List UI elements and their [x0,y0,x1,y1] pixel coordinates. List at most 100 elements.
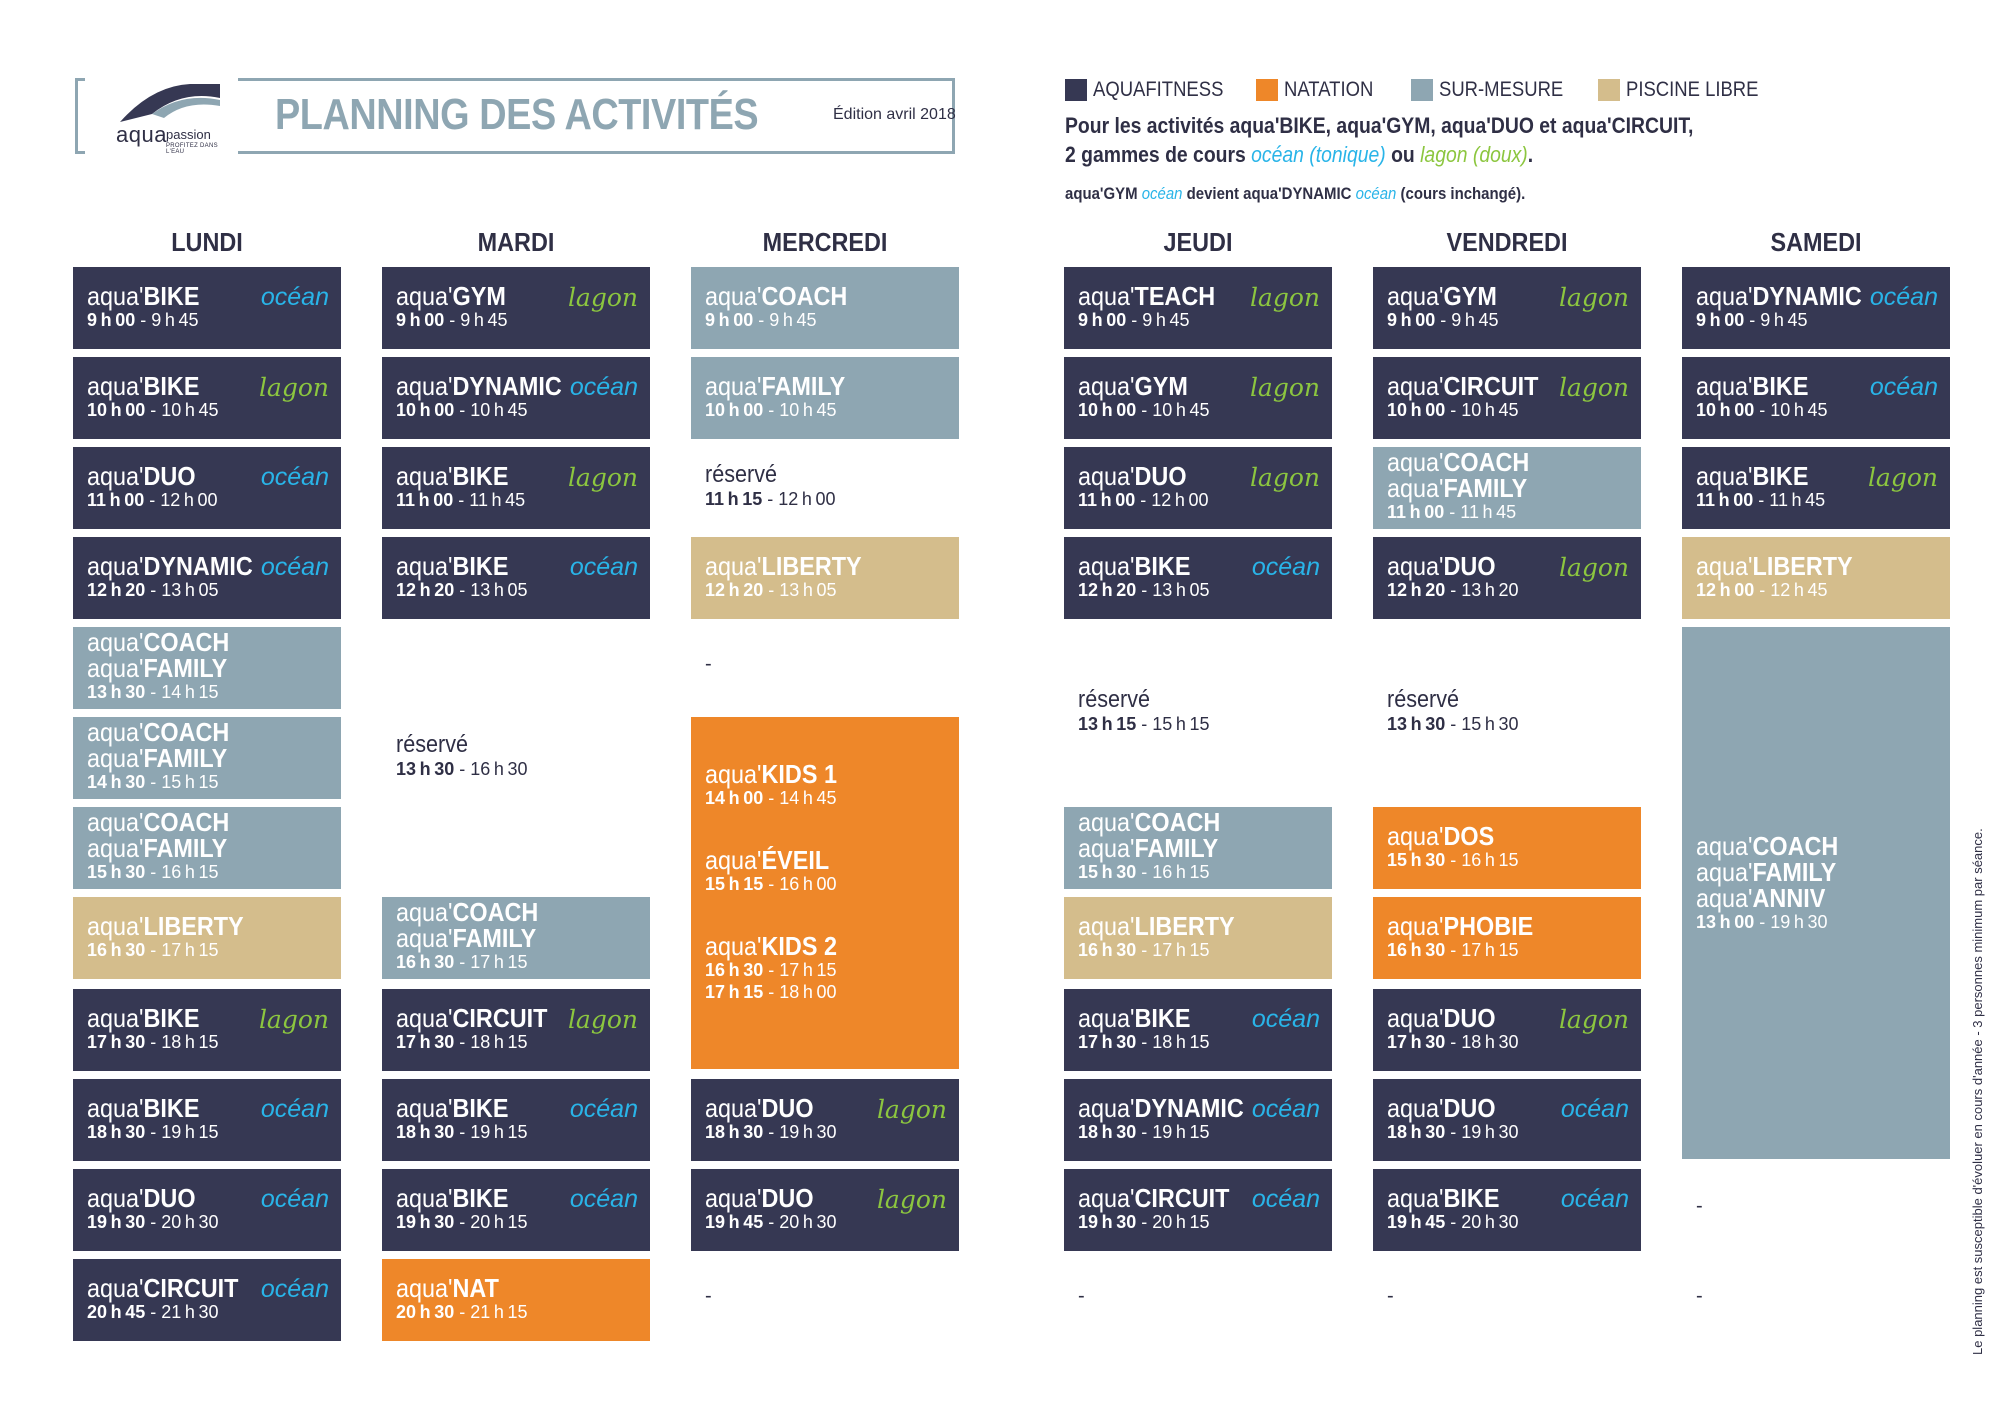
activity-block[interactable]: aqua'CIRCUIT 17 h 30 - 18 h 15 lagon [382,989,650,1071]
logo-tagline: PROFITEZ DANS L'EAU [166,143,218,155]
activity-block[interactable]: aqua'DUO 11 h 00 - 12 h 00 lagon [1064,447,1332,529]
activity-block[interactable]: aqua'CIRCUIT 19 h 30 - 20 h 15 océan [1064,1169,1332,1251]
activity-block[interactable]: aqua'BIKE 19 h 45 - 20 h 30 océan [1373,1169,1641,1251]
activity-block[interactable]: aqua'BIKE 17 h 30 - 18 h 15 océan [1064,989,1332,1071]
time-end: 10 h 45 [779,400,837,420]
time-start: 10 h 00 [1696,400,1755,420]
time-range: 9 h 00 - 9 h 45 [1387,310,1499,330]
activity-block[interactable]: aqua'DYNAMIC 10 h 00 - 10 h 45 océan [382,357,650,439]
activity-block[interactable]: aqua'DUO 12 h 20 - 13 h 20 lagon [1373,537,1641,619]
time-range: 12 h 20 - 13 h 05 [705,580,837,600]
activity-block[interactable]: aqua'BIKE 9 h 00 - 9 h 45 océan [73,267,341,349]
time-range: 13 h 30 - 16 h 30 [396,759,528,779]
time-end: 17 h 15 [470,952,528,972]
activity-name: aqua'GYM [396,281,506,311]
activity-block[interactable]: aqua'PHOBIE 16 h 30 - 17 h 15 [1373,897,1641,979]
time-range: 17 h 30 - 18 h 15 [87,1032,219,1052]
gamme-label: océan [260,1275,329,1303]
activity-block[interactable]: aqua'COACH aqua'FAMILY 15 h 30 - 16 h 15 [1064,807,1332,889]
activity-block[interactable]: aqua'DOS 15 h 30 - 16 h 15 [1373,807,1641,889]
activity-block[interactable]: aqua'BIKE 12 h 20 - 13 h 05 océan [382,537,650,619]
aquapassion-logo: aqua passion PROFITEZ DANS L'EAU [112,78,230,155]
activity-block[interactable]: aqua'COACH aqua'FAMILY 14 h 30 - 15 h 15 [73,717,341,799]
activity-block[interactable]: aqua'BIKE 18 h 30 - 19 h 15 océan [382,1079,650,1161]
activity-block[interactable]: aqua'DYNAMIC 9 h 00 - 9 h 45 océan [1682,267,1950,349]
time-end: 20 h 15 [1152,1212,1210,1232]
activity-block[interactable]: aqua'DUO 19 h 45 - 20 h 30 lagon [691,1169,959,1251]
activity-block[interactable]: aqua'BIKE 12 h 20 - 13 h 05 océan [1064,537,1332,619]
reserved-slot: réservé 13 h 30 - 16 h 30 [382,732,650,780]
activity-name: aqua'BIKE [396,551,509,581]
activity-block[interactable]: aqua'COACH 9 h 00 - 9 h 45 [691,267,959,349]
activity-block[interactable]: aqua'LIBERTY 16 h 30 - 17 h 15 [1064,897,1332,979]
time-range: 17 h 15 - 18 h 00 [705,982,837,1002]
activity-name: aqua'KIDS 2 [705,931,837,961]
activity-block[interactable]: aqua'COACH aqua'FAMILY aqua'ANNIV 13 h 00 -… [1682,627,1950,1159]
activity-block[interactable]: aqua'FAMILY 10 h 00 - 10 h 45 [691,357,959,439]
time-range: 11 h 15 - 12 h 00 [705,489,836,509]
activity-block[interactable]: aqua'COACH aqua'FAMILY 11 h 00 - 11 h 45 [1373,447,1641,529]
legend-swatch [1065,79,1087,101]
activity-block[interactable]: aqua'BIKE 11 h 00 - 11 h 45 lagon [1682,447,1950,529]
activity-block[interactable]: aqua'DUO 17 h 30 - 18 h 30 lagon [1373,989,1641,1071]
activity-block[interactable]: aqua'COACH aqua'FAMILY 15 h 30 - 16 h 15 [73,807,341,889]
activity-block[interactable]: aqua'KIDS 1 14 h 00 - 14 h 45 aqua'ÉVEIL 15… [691,717,959,1069]
time-range: 11 h 00 - 11 h 45 [1696,490,1826,510]
time-range: 12 h 20 - 13 h 05 [87,580,219,600]
legend-swatch [1411,79,1433,101]
activity-block[interactable]: aqua'GYM 9 h 00 - 9 h 45 lagon [382,267,650,349]
time-start: 13 h 30 [87,682,146,702]
activity-block[interactable]: aqua'LIBERTY 16 h 30 - 17 h 15 [73,897,341,979]
activity-block[interactable]: aqua'DUO 18 h 30 - 19 h 30 lagon [691,1079,959,1161]
activity-block[interactable]: aqua'BIKE 10 h 00 - 10 h 45 lagon [73,357,341,439]
time-end: 18 h 15 [470,1032,528,1052]
activity-block[interactable]: aqua'LIBERTY 12 h 00 - 12 h 45 [1682,537,1950,619]
activity-block[interactable]: aqua'TEACH 9 h 00 - 9 h 45 lagon [1064,267,1332,349]
activity-block[interactable]: aqua'GYM 9 h 00 - 9 h 45 lagon [1373,267,1641,349]
activity-name: aqua'DUO [705,1183,814,1213]
activity-block[interactable]: aqua'LIBERTY 12 h 20 - 13 h 05 [691,537,959,619]
gamme-label: océan [569,553,638,581]
activity-block[interactable]: aqua'DUO 11 h 00 - 12 h 00 océan [73,447,341,529]
day-header-mercredi: MERCREDI [762,227,888,257]
time-range: 10 h 00 - 10 h 45 [396,400,528,420]
activity-block[interactable]: aqua'BIKE 17 h 30 - 18 h 15 lagon [73,989,341,1071]
activity-block[interactable]: aqua'DYNAMIC 18 h 30 - 19 h 15 océan [1064,1079,1332,1161]
activity-block[interactable]: aqua'DUO 18 h 30 - 19 h 30 océan [1373,1079,1641,1161]
activity-block[interactable]: aqua'BIKE 11 h 00 - 11 h 45 lagon [382,447,650,529]
activity-block[interactable]: aqua'COACH aqua'FAMILY 13 h 30 - 14 h 15 [73,627,341,709]
activity-name: aqua'COACH [705,281,848,311]
time-range: 18 h 30 - 19 h 30 [1387,1122,1519,1142]
activity-block[interactable]: aqua'DYNAMIC 12 h 20 - 13 h 05 océan [73,537,341,619]
time-range: 10 h 00 - 10 h 45 [87,400,219,420]
day-header-mardi: MARDI [477,227,555,257]
activity-block[interactable]: aqua'BIKE 10 h 00 - 10 h 45 océan [1682,357,1950,439]
logo-word: aqua [116,122,167,147]
gamme-label: lagon [1558,1005,1629,1034]
activity-block[interactable]: aqua'BIKE 18 h 30 - 19 h 15 océan [73,1079,341,1161]
activity-name: aqua'KIDS 1 [705,759,837,789]
time-end: 13 h 20 [1461,580,1519,600]
time-end: 13 h 05 [1152,580,1210,600]
activity-block[interactable]: aqua'CIRCUIT 10 h 00 - 10 h 45 lagon [1373,357,1641,439]
time-start: 12 h 20 [705,580,764,600]
gamme-label: océan [569,1095,638,1123]
time-start: 13 h 15 [1078,714,1137,734]
time-range: 9 h 00 - 9 h 45 [396,310,508,330]
activity-block[interactable]: aqua'BIKE 19 h 30 - 20 h 15 océan [382,1169,650,1251]
time-start: 9 h 00 [396,310,445,330]
time-start: 18 h 30 [396,1122,455,1142]
activity-block[interactable]: aqua'NAT 20 h 30 - 21 h 15 [382,1259,650,1341]
activity-block[interactable]: aqua'GYM 10 h 00 - 10 h 45 lagon [1064,357,1332,439]
day-header-jeudi: JEUDI [1163,227,1233,257]
activity-block[interactable]: aqua'CIRCUIT 20 h 45 - 21 h 30 océan [73,1259,341,1341]
activity-block[interactable]: aqua'DUO 19 h 30 - 20 h 30 océan [73,1169,341,1251]
time-start: 20 h 45 [87,1302,146,1322]
activity-name: aqua'DUO [87,1183,196,1213]
activity-name: aqua'BIKE [87,1003,200,1033]
activity-block[interactable]: aqua'COACH aqua'FAMILY 16 h 30 - 17 h 15 [382,897,650,979]
info-line-1: Pour les activités aqua'BIKE, aqua'GYM, … [1065,113,1694,138]
time-start: 15 h 30 [87,862,146,882]
time-range: 19 h 30 - 20 h 15 [396,1212,528,1232]
time-range: 13 h 30 - 15 h 30 [1387,714,1519,734]
